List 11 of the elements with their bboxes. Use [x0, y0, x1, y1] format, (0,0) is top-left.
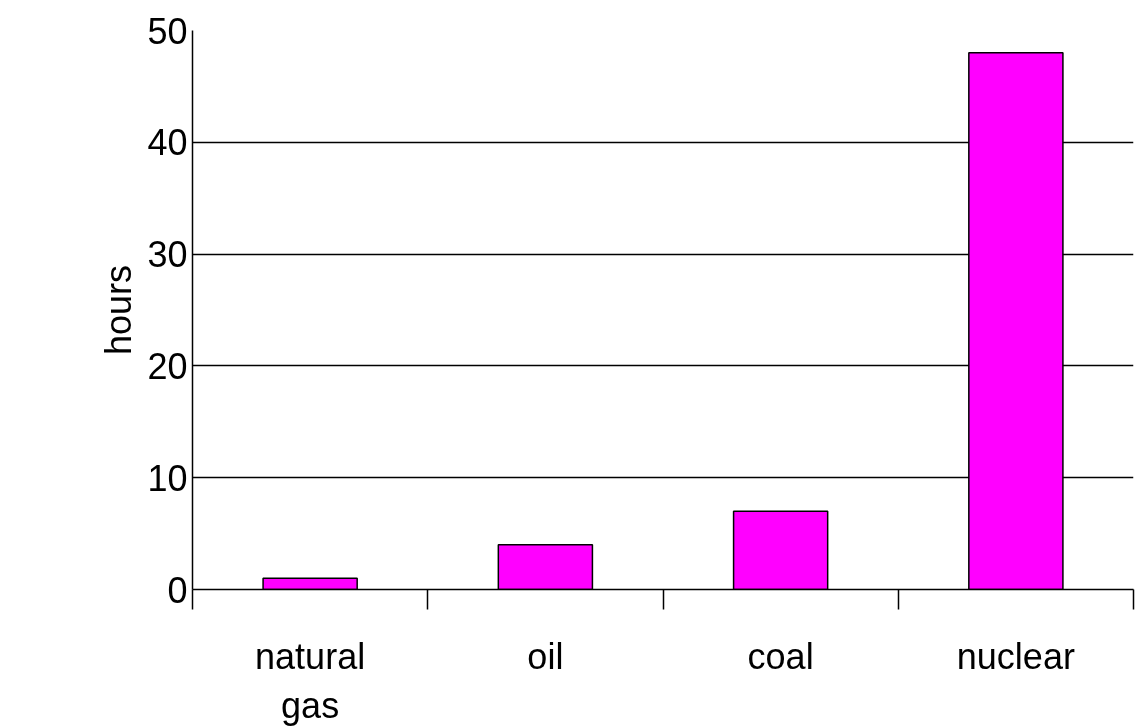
x-tick-label: nuclear	[956, 635, 1075, 677]
y-axis-title: hours	[98, 264, 140, 356]
x-tick-label: natural gas	[255, 635, 366, 726]
x-tick-label: oil	[527, 635, 564, 677]
x-tick-label: coal	[747, 635, 814, 677]
y-tick-label: 0	[167, 569, 188, 611]
y-tick-label: 10	[147, 457, 188, 499]
y-tick-label: 30	[147, 234, 188, 276]
y-tick-label: 20	[147, 345, 188, 387]
y-tick-label: 40	[147, 122, 188, 164]
y-tick-label: 50	[147, 10, 188, 52]
